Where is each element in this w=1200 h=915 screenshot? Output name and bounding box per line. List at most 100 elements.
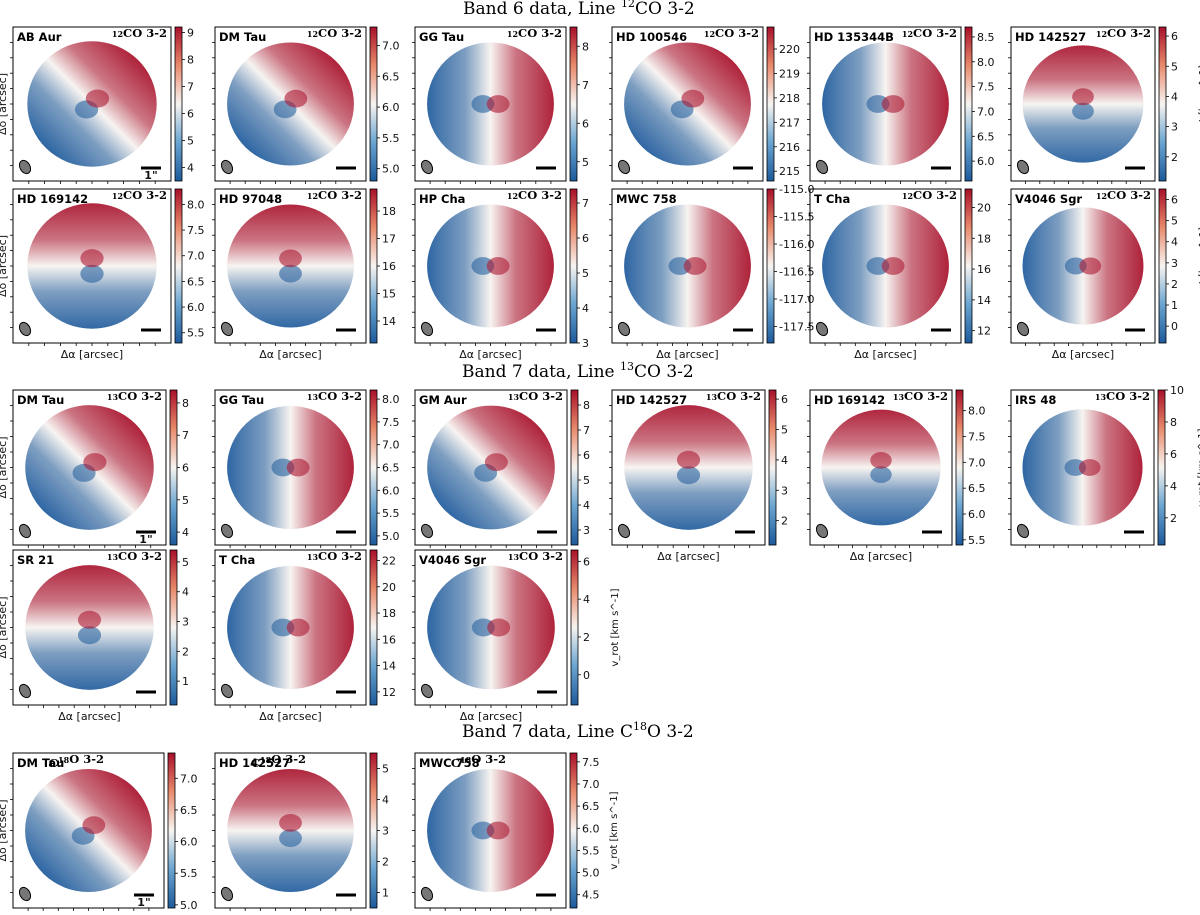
- colorbar-tick-label: 8: [1170, 416, 1177, 429]
- colorbar-tick-label: 5.0: [382, 530, 400, 543]
- source-name: DM Tau: [17, 756, 64, 770]
- colorbar: [167, 752, 176, 909]
- x-axis-label: Δα [arcsec]: [657, 550, 719, 563]
- receding-lobe: [486, 821, 510, 840]
- colorbar: [955, 389, 964, 546]
- velocity-map: [27, 203, 157, 329]
- colorbar-tick-label: 5: [182, 556, 189, 569]
- line-label: 13CO 3-2: [893, 389, 948, 403]
- scale-bar-label: 1": [137, 896, 150, 909]
- receding-lobe: [80, 249, 104, 268]
- colorbar-tick-label: 5.5: [180, 867, 198, 880]
- source-name: MWC 758: [616, 192, 677, 206]
- approaching-lobe: [80, 264, 104, 283]
- colorbar-tick-label: 2: [1170, 512, 1177, 525]
- velocity-map: [427, 204, 554, 328]
- colorbar-tick-label: 14: [382, 315, 396, 328]
- panel-1: DM Tau 12CO 3-2 7.0 6.5 6.0 5.5 5.0: [212, 26, 400, 184]
- source-name: HD 135344B: [814, 30, 894, 44]
- source-name: DM Tau: [17, 393, 64, 407]
- colorbar-tick-label: 6.0: [180, 836, 198, 849]
- colorbar-tick-label: 8.5: [977, 31, 995, 44]
- section-title-band7-c18o: Band 7 data, Line C18O 3-2: [462, 720, 694, 742]
- colorbar-tick-label: -115.5: [779, 211, 814, 224]
- line-label: 13CO 3-2: [706, 389, 761, 403]
- colorbar: [369, 389, 378, 546]
- line-label: 13CO 3-2: [107, 389, 162, 403]
- colorbar-tick-label: 6.5: [968, 482, 986, 495]
- colorbar-tick-label: 7: [187, 80, 194, 93]
- colorbar: [369, 752, 378, 909]
- velocity-map: [1022, 45, 1144, 163]
- colorbar: [169, 389, 178, 546]
- line-label: 12CO 3-2: [704, 26, 759, 40]
- colorbar-tick-label: 4: [187, 161, 194, 174]
- approaching-lobe: [77, 626, 102, 645]
- line-label: 13CO 3-2: [508, 549, 563, 563]
- panel-4: HD 135344B 12CO 3-2 8.5 8.0 7.5 7.0 6.5 6.0: [807, 26, 995, 184]
- colorbar: [1158, 26, 1167, 182]
- colorbar-tick-label: 7.0: [977, 105, 995, 118]
- colorbar-tick-label: 7.0: [187, 250, 205, 263]
- source-name: HD 100546: [616, 30, 687, 44]
- colorbar-tick-label: 4: [1170, 480, 1177, 493]
- colorbar-label: v_rot [km s^-1]: [609, 791, 620, 869]
- colorbar-tick-label: 8: [187, 53, 194, 66]
- line-label: 12CO 3-2: [307, 26, 362, 40]
- colorbar-tick-label: 8.0: [977, 56, 995, 69]
- receding-lobe: [85, 89, 110, 108]
- colorbar-tick-label: 16: [382, 260, 396, 273]
- colorbar-tick-label: 4: [781, 454, 788, 467]
- velocity-map: [227, 565, 354, 690]
- panel-15: HD 142527 13CO 3-2 6 5 4 3 2 Δα [arcsec]: [609, 389, 788, 563]
- colorbar-tick-label: 14: [382, 660, 396, 673]
- colorbar-tick-label: 2: [182, 645, 189, 658]
- colorbar: [569, 188, 578, 344]
- colorbar-tick-label: 4: [182, 526, 189, 539]
- colorbar-tick-label: 4: [583, 593, 590, 606]
- line-label: 12CO 3-2: [1096, 188, 1151, 202]
- receding-lobe: [681, 89, 705, 108]
- colorbar-tick-label: 15: [382, 288, 396, 301]
- colorbar-tick-label: 4: [382, 794, 389, 807]
- velocity-map: [624, 204, 751, 328]
- beam-ellipse: [420, 886, 434, 902]
- colorbar-tick-label: 7: [582, 79, 589, 92]
- line-label: 12CO 3-2: [1096, 26, 1151, 40]
- x-axis-label: Δα [arcsec]: [57, 913, 119, 915]
- line-label: 13CO 3-2: [508, 389, 563, 403]
- colorbar: [570, 549, 579, 706]
- colorbar-tick-label: 8.0: [968, 405, 986, 418]
- receding-lobe: [82, 816, 106, 835]
- line-label: 13CO 3-2: [307, 389, 362, 403]
- panel-5: HD 142527 12CO 3-2 6 5 4 3 2 v_rot [km s^-1]: [1008, 26, 1200, 184]
- beam-ellipse: [220, 886, 234, 902]
- x-axis-label: Δα [arcsec]: [61, 348, 123, 361]
- line-label: 12CO 3-2: [307, 188, 362, 202]
- colorbar-tick-label: 18: [977, 232, 991, 245]
- source-name: GM Aur: [419, 393, 467, 407]
- colorbar: [964, 26, 973, 182]
- colorbar-tick-label: 6.0: [968, 508, 986, 521]
- velocity-map: [227, 768, 354, 893]
- colorbar-label: v_rot [km s^-1]: [1198, 65, 1200, 143]
- source-name: T Cha: [219, 553, 255, 567]
- colorbar-tick-label: 8.0: [187, 198, 205, 211]
- colorbar-tick-label: 6.5: [977, 130, 995, 143]
- colorbar-tick-label: 220: [779, 43, 800, 56]
- receding-lobe: [286, 458, 310, 477]
- colorbar-tick-label: 17: [382, 233, 396, 246]
- colorbar: [369, 26, 378, 182]
- source-name: T Cha: [814, 192, 850, 206]
- receding-lobe: [279, 249, 302, 268]
- beam-ellipse: [420, 683, 434, 699]
- colorbar-tick-label: 7.0: [582, 778, 600, 791]
- line-label: C18O 3-2: [49, 752, 104, 770]
- colorbar-tick-label: 2: [1171, 278, 1178, 291]
- source-name: V4046 Sgr: [1015, 192, 1082, 206]
- beam-ellipse: [18, 886, 32, 902]
- approaching-lobe: [279, 264, 302, 283]
- colorbar-tick-label: 3: [583, 524, 590, 537]
- x-axis-label: Δα [arcsec]: [460, 710, 522, 723]
